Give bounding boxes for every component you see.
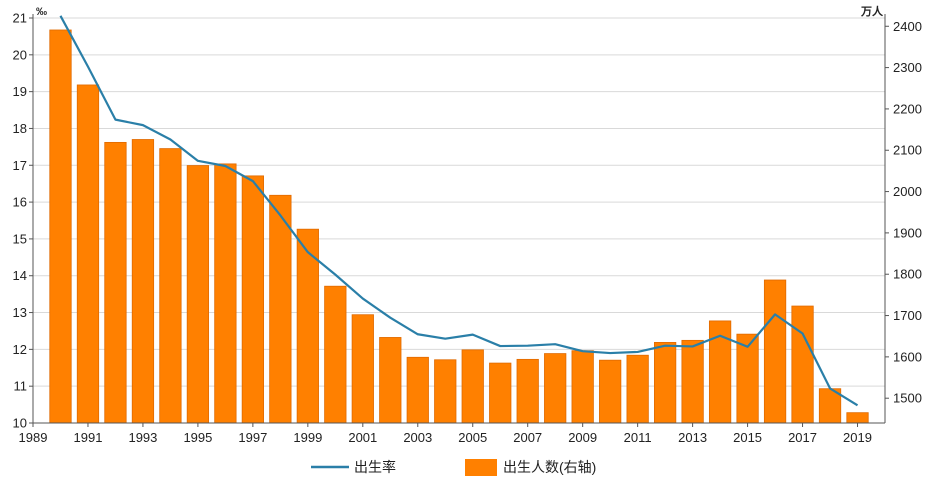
x-tick-label: 2013 — [678, 430, 707, 445]
right-tick-label: 1900 — [893, 225, 922, 240]
bar-1990 — [49, 29, 72, 424]
left-tick-label: 15 — [13, 231, 27, 246]
right-tick-label: 1800 — [893, 267, 922, 282]
bar-1997 — [241, 175, 264, 424]
bar-1994 — [159, 148, 182, 424]
x-tick-label: 2003 — [403, 430, 432, 445]
bar-1992 — [104, 141, 127, 424]
left-tick-label: 20 — [13, 47, 27, 62]
left-tick-label: 14 — [13, 268, 27, 283]
bar-2002 — [379, 337, 402, 424]
bar-2012 — [654, 342, 677, 424]
x-tick-label: 2009 — [568, 430, 597, 445]
x-tick-label: 2001 — [348, 430, 377, 445]
left-tick-label: 17 — [13, 158, 27, 173]
legend-label-birth-count: 出生人数(右轴) — [503, 459, 596, 475]
right-tick-label: 2400 — [893, 19, 922, 34]
bar-2005 — [461, 349, 484, 424]
left-tick-label: 11 — [14, 379, 28, 394]
birth-rate-line — [59, 15, 859, 407]
axes: 10 11 12 13 14 15 16 17 18 19 20 21 ‰ 1500 1600 1700 180… — [13, 4, 922, 445]
x-tick-label: 1995 — [183, 430, 212, 445]
left-tick-label: 16 — [13, 195, 27, 210]
x-tick-label: 1989 — [19, 430, 48, 445]
x-tick-label: 1993 — [128, 430, 157, 445]
left-tick-label: 21 — [13, 11, 27, 26]
bar-2008 — [544, 353, 567, 424]
bar-2009 — [571, 350, 594, 424]
left-tick-label: 10 — [13, 416, 27, 431]
bar-2013 — [681, 339, 704, 424]
left-tick-label: 19 — [13, 84, 27, 99]
birth-rate-polyline — [59, 15, 859, 407]
bar-1996 — [214, 163, 237, 424]
bar-2000 — [324, 285, 347, 424]
x-tick-label: 2011 — [624, 430, 652, 445]
x-tick-label: 2017 — [788, 430, 817, 445]
right-tick-label: 2200 — [893, 101, 922, 116]
x-tick-label: 1997 — [238, 430, 267, 445]
bar-2007 — [516, 358, 539, 424]
bar-1995 — [186, 165, 210, 424]
x-tick-label: 1991 — [74, 430, 103, 445]
left-tick-label: 12 — [13, 342, 27, 357]
left-tick-label: 13 — [13, 305, 27, 320]
right-tick-label: 2100 — [893, 143, 922, 158]
bar-1993 — [131, 139, 155, 424]
bar-2001 — [351, 314, 374, 424]
bar-1998 — [269, 194, 292, 424]
x-tick-label: 1999 — [293, 430, 322, 445]
bar-2004 — [434, 359, 457, 424]
bar-2011 — [626, 354, 649, 424]
right-axis-unit: 万人 — [860, 4, 884, 18]
right-tick-label: 1700 — [893, 308, 922, 323]
bar-2019 — [846, 412, 869, 424]
x-tick-label: 2007 — [513, 430, 542, 445]
bar-2016 — [763, 279, 787, 424]
left-tick-label: 18 — [13, 121, 27, 136]
x-tick-label: 2005 — [458, 430, 487, 445]
x-tick-label: 2019 — [843, 430, 872, 445]
bar-2006 — [489, 362, 512, 424]
left-axis-unit: ‰ — [36, 6, 47, 18]
bar-2010 — [599, 359, 622, 424]
bar-2003 — [406, 356, 429, 424]
bar-1991 — [76, 84, 100, 424]
legend-bar-swatch — [465, 459, 497, 476]
bar-2017 — [791, 305, 814, 424]
x-tick-label: 2015 — [733, 430, 762, 445]
birth-count-bars — [49, 29, 869, 424]
right-tick-label: 1500 — [893, 391, 922, 406]
legend: 出生率 出生人数(右轴) — [311, 459, 596, 476]
right-tick-label: 2000 — [893, 184, 922, 199]
right-tick-label: 2300 — [893, 60, 922, 75]
legend-label-birth-rate: 出生率 — [354, 459, 396, 475]
right-tick-label: 1600 — [893, 349, 922, 364]
